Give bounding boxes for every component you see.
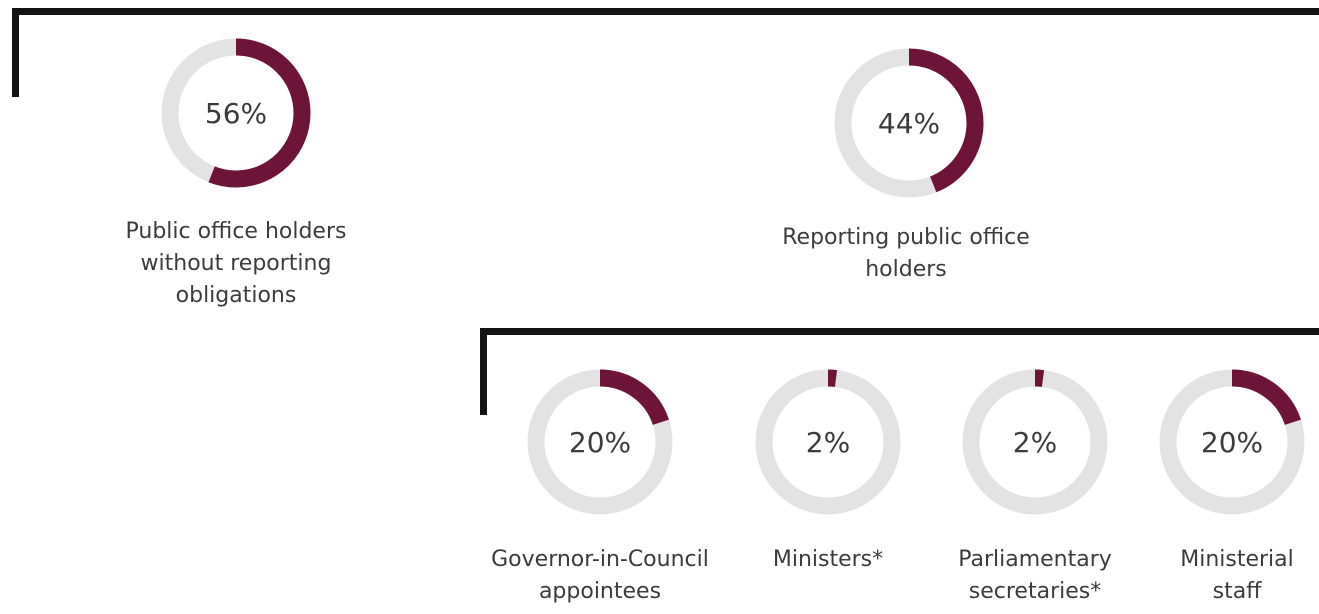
donut-reporting: 44% <box>826 40 992 206</box>
donut-value-reporting: 44% <box>877 106 941 140</box>
donut-without-obligations: 56% <box>153 30 319 196</box>
label-min-staff: Ministerial staff <box>1180 547 1294 604</box>
donut-ministers: 2% <box>748 362 908 522</box>
donut-min-staff: 20% <box>1152 362 1312 522</box>
donut-value-gic: 20% <box>568 425 632 459</box>
label-parl-sec: Parliamentary secretaries* <box>958 547 1112 604</box>
donut-parl-sec: 2% <box>955 362 1115 522</box>
reporting-breakdown-bracket <box>480 328 1319 415</box>
label-reporting: Reporting public office holders <box>782 225 1030 282</box>
donut-value-parl-sec: 2% <box>1012 425 1058 459</box>
donut-value-min-staff: 20% <box>1200 425 1264 459</box>
donut-gic: 20% <box>520 362 680 522</box>
top-level-bracket <box>12 8 1319 97</box>
donut-arc-gic <box>527 369 673 515</box>
donut-value-ministers: 2% <box>805 425 851 459</box>
label-gic: Governor-in-Council appointees <box>491 547 709 604</box>
donut-arc-reporting <box>834 48 984 198</box>
donut-arc-without-obligations <box>161 38 311 188</box>
label-ministers: Ministers* <box>772 547 884 572</box>
donut-arc-min-staff <box>1159 369 1305 515</box>
label-without-obligations: Public office holders without reporting … <box>125 219 347 308</box>
donut-arc-parl-sec <box>962 369 1108 515</box>
donut-value-without-obligations: 56% <box>204 96 268 130</box>
donut-arc-ministers <box>755 369 901 515</box>
